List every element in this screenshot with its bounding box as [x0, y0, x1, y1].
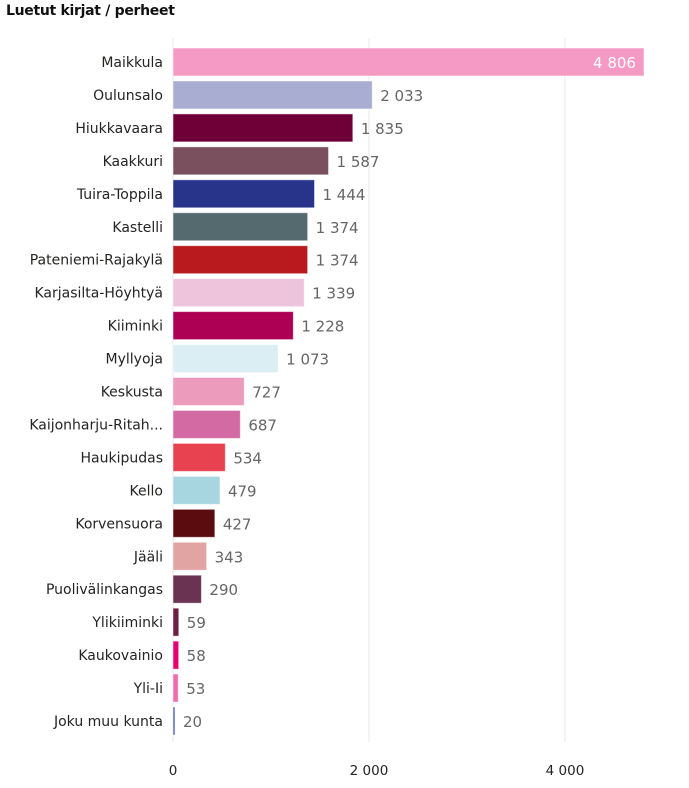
category-label: Kaijonharju-Ritah... [29, 417, 163, 433]
category-label: Maikkula [101, 55, 163, 71]
bar [172, 673, 179, 703]
data-label: 534 [233, 449, 262, 467]
bar [172, 640, 180, 670]
bar [172, 607, 180, 637]
data-label: 1 374 [316, 219, 359, 237]
data-label: 1 444 [323, 186, 366, 204]
data-label: 1 374 [316, 252, 359, 270]
bar [172, 146, 330, 176]
bar [172, 409, 241, 439]
chart-title: Luetut kirjat / perheet [6, 3, 175, 19]
bar [172, 47, 645, 77]
bar [172, 179, 316, 209]
x-tick-label: 4 000 [546, 763, 585, 779]
data-label: 479 [228, 482, 257, 500]
bar [172, 278, 305, 308]
data-label: 1 228 [301, 318, 344, 336]
category-label: Myllyoja [106, 352, 163, 368]
category-label: Joku muu kunta [53, 714, 163, 730]
bar [172, 442, 226, 472]
data-label: 2 033 [380, 87, 423, 105]
category-label: Tuira-Toppila [76, 187, 163, 203]
x-tick-label: 2 000 [350, 763, 389, 779]
bar [172, 344, 279, 374]
category-label: Puolivälinkangas [46, 582, 163, 598]
data-label: 1 073 [286, 351, 329, 369]
bar [172, 212, 309, 242]
category-label: Karjasilta-Höyhtyä [34, 286, 163, 302]
bar [172, 80, 373, 110]
data-label: 20 [183, 713, 202, 731]
bar [172, 113, 354, 143]
category-label: Oulunsalo [93, 88, 163, 104]
data-label: 1 835 [361, 120, 404, 138]
x-tick-label: 0 [169, 763, 178, 779]
data-label: 53 [186, 680, 205, 698]
category-label: Kaakkuri [103, 154, 163, 170]
category-label: Korvensuora [75, 516, 163, 532]
category-label: Pateniemi-Rajakylä [30, 253, 163, 269]
bar [172, 475, 221, 505]
data-label: 290 [209, 581, 238, 599]
category-label: Haukipudas [81, 450, 164, 466]
category-label: Jääli [133, 549, 163, 565]
bar [172, 574, 202, 604]
category-label: Kello [130, 483, 163, 499]
category-label: Kiiminki [108, 319, 163, 335]
category-label: Kastelli [112, 220, 163, 236]
data-label: 687 [248, 416, 277, 434]
bar [172, 508, 216, 538]
data-label: 343 [215, 548, 244, 566]
bar [172, 377, 245, 406]
data-label: 727 [252, 384, 281, 402]
data-label: 1 339 [312, 285, 355, 303]
bar [172, 311, 294, 341]
data-label: 58 [187, 647, 206, 665]
bar [172, 541, 208, 571]
data-label: 427 [223, 515, 252, 533]
bar [172, 245, 309, 275]
category-label: Keskusta [101, 385, 163, 401]
category-label: Hiukkavaara [75, 121, 163, 137]
category-label: Yli-Ii [133, 681, 163, 697]
data-label: 59 [187, 614, 206, 632]
data-label: 1 587 [337, 153, 380, 171]
category-label: Ylikiiminki [91, 615, 163, 631]
bar [172, 706, 176, 736]
category-label: Kaukovainio [78, 648, 163, 664]
data-label: 4 806 [593, 54, 636, 72]
